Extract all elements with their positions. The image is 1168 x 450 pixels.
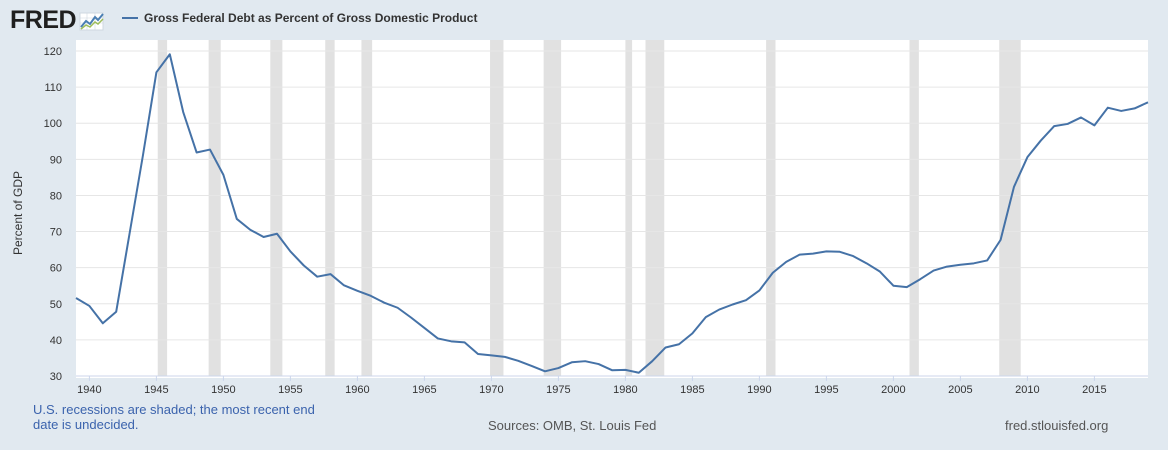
x-tick-label-1990: 1990 [747,384,771,396]
x-tick-label-1965: 1965 [412,384,436,396]
recession-shading [157,40,1021,376]
legend-series-label: Gross Federal Debt as Percent of Gross D… [144,11,478,25]
y-axis-ticks: 30 40 50 60 70 80 90 100 110 120 [44,46,62,383]
fred-logo-text: FRED [10,6,77,34]
source-credit: Sources: OMB, St. Louis Fed [488,418,657,433]
recession-band-11 [999,40,1021,376]
y-tick-label-90: 90 [50,154,62,166]
recession-band-8 [645,40,665,376]
debt-line-chart[interactable]: 30 40 50 60 70 80 90 100 110 120 1940 1945 1950 1955… [0,0,1168,400]
fred-logo[interactable]: FRED [10,6,105,35]
x-tick-label-2000: 2000 [881,384,905,396]
series-line-debt-to-gdp[interactable] [75,53,1149,374]
y-tick-label-100: 100 [44,118,62,130]
recession-note: U.S. recessions are shaded; the most rec… [33,402,315,432]
y-tick-label-80: 80 [50,190,62,202]
grid-lines [76,50,1148,341]
y-tick-label-120: 120 [44,46,62,58]
x-tick-label-2005: 2005 [948,384,972,396]
site-link[interactable]: fred.stlouisfed.org [1005,418,1109,433]
y-tick-label-60: 60 [50,263,62,275]
recession-band-1 [208,40,221,376]
recession-band-7 [625,40,633,376]
x-tick-label-1960: 1960 [345,384,369,396]
recession-band-0 [157,40,168,376]
fred-logo-chart-icon [79,12,104,30]
x-tick-label-2010: 2010 [1015,384,1039,396]
y-tick-label-50: 50 [50,299,62,311]
legend-line-swatch [122,17,138,19]
y-tick-label-30: 30 [50,371,62,383]
recession-band-2 [270,40,283,376]
x-tick-label-1940: 1940 [77,384,101,396]
recession-band-4 [361,40,373,376]
y-axis-label: Percent of GDP [11,171,25,255]
chart-legend[interactable]: Gross Federal Debt as Percent of Gross D… [122,11,477,25]
x-tick-label-1995: 1995 [814,384,838,396]
plot-background [76,40,1148,378]
x-tick-label-1975: 1975 [546,384,570,396]
x-tick-label-1955: 1955 [278,384,302,396]
y-tick-label-110: 110 [44,82,62,94]
recession-band-6 [543,40,562,376]
recession-band-9 [766,40,776,376]
x-tick-label-1945: 1945 [144,384,168,396]
recession-band-3 [325,40,335,376]
recession-band-5 [490,40,504,376]
x-tick-label-1980: 1980 [613,384,637,396]
x-axis-ticks: 1940 1945 1950 1955 1960 1965 1970 1975 1980 1985… [77,376,1107,396]
x-tick-label-1970: 1970 [479,384,503,396]
recession-band-10 [909,40,919,376]
x-tick-label-1950: 1950 [211,384,235,396]
x-tick-label-1985: 1985 [680,384,704,396]
x-tick-label-2015: 2015 [1082,384,1106,396]
y-tick-label-70: 70 [50,227,62,239]
y-tick-label-40: 40 [50,335,62,347]
